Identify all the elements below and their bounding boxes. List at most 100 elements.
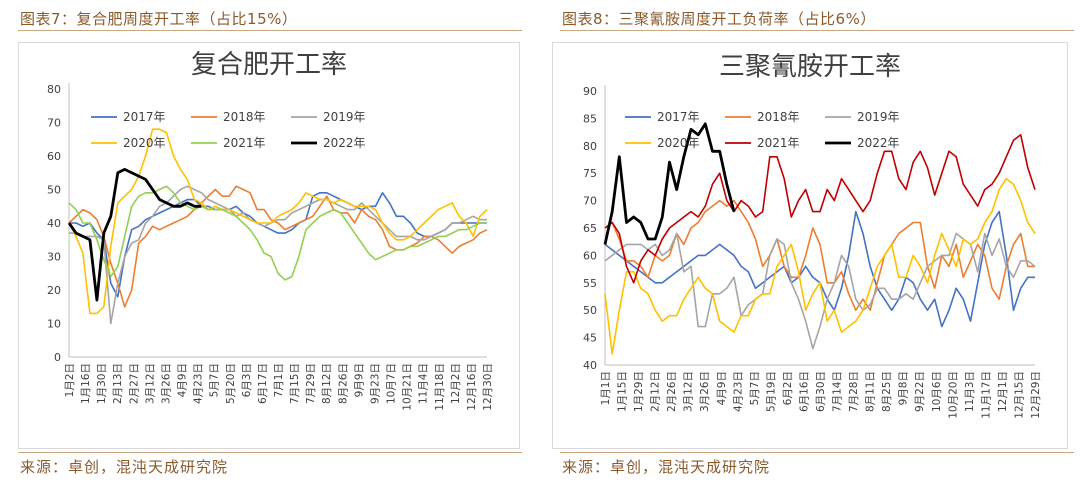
x-tick-label: 12月29日 (1030, 371, 1042, 419)
legend-label: 2020年 (123, 136, 166, 150)
x-tick-label: 8月26日 (337, 363, 349, 404)
x-tick-label: 4月9日 (716, 371, 728, 405)
x-tick-label: 11月17日 (980, 371, 992, 419)
x-tick-label: 5月7日 (749, 371, 761, 405)
legend-label: 2021年 (223, 136, 266, 150)
x-tick-label: 3月26日 (160, 363, 172, 404)
source-note: 来源：卓创，混沌天成研究院 (562, 458, 771, 476)
x-tick-label: 11月3日 (964, 371, 976, 412)
y-tick-label: 40 (47, 217, 61, 230)
footer-divider (560, 452, 1074, 453)
x-tick-label: 1月15日 (617, 371, 629, 412)
footer-divider (18, 452, 522, 453)
figure-header: 图表8：三聚氰胺周度开工负荷率（占比6%） (562, 10, 876, 28)
x-tick-label: 12月1日 (997, 371, 1009, 412)
y-tick-label: 50 (47, 184, 61, 197)
x-tick-label: 8月11日 (865, 371, 877, 412)
x-tick-label: 10月7日 (386, 363, 398, 404)
x-tick-label: 6月2日 (782, 371, 794, 405)
y-tick-label: 70 (47, 117, 61, 130)
x-tick-label: 7月29日 (305, 363, 317, 404)
x-tick-label: 6月16日 (798, 371, 810, 412)
legend-label: 2020年 (657, 136, 700, 150)
x-tick-label: 9月8日 (898, 371, 910, 405)
y-tick-label: 70 (583, 195, 597, 208)
compound-fertilizer-chart: 复合肥开工率 0 10 20 30 40 50 60 70 80 1月2日 1月16日 1月30日 2月1… (47, 50, 494, 411)
x-tick-label: 12月2日 (450, 363, 462, 404)
x-tick-label: 8月12日 (321, 363, 333, 404)
x-tick-label: 7月1日 (273, 363, 285, 397)
x-tick-label: 10月6日 (931, 371, 943, 412)
x-tick-label: 11月4日 (418, 363, 430, 404)
x-tick-label: 2月26日 (666, 371, 678, 412)
series-line-2018年 (68, 185, 488, 308)
series-line-2017年 (69, 192, 487, 298)
x-tick-label: 11月18日 (434, 363, 446, 411)
legend-label: 2018年 (757, 110, 800, 124)
series-line-2018年 (604, 199, 1035, 311)
y-tick-label: 60 (47, 150, 61, 163)
x-tick-label: 9月22日 (914, 371, 926, 412)
x-tick-label: 1月16日 (80, 363, 92, 404)
panel-compound-fertilizer: 图表7：复合肥周度开工率（占比15%） 复合肥开工率 0 10 20 30 40 50 60 7… (0, 0, 528, 488)
legend-label: 2017年 (657, 110, 700, 124)
x-tick-label: 1月29日 (633, 371, 645, 412)
y-tick-label: 45 (583, 332, 597, 345)
legend-label: 2022年 (323, 136, 366, 150)
legend-label: 2022年 (857, 136, 900, 150)
x-tick-label: 3月26日 (699, 371, 711, 412)
header-divider (560, 30, 1074, 31)
x-tick-label: 7月15日 (289, 363, 301, 404)
y-tick-label: 0 (54, 351, 61, 364)
series-line-2021年 (604, 134, 1036, 284)
legend-label: 2021年 (757, 136, 800, 150)
legend-label: 2017年 (123, 110, 166, 124)
x-tick-label: 10月20日 (947, 371, 959, 419)
x-tick-label: 1月2日 (64, 363, 76, 397)
y-tick-label: 30 (47, 251, 61, 264)
chart-frame: 三聚氰胺开工率 40 45 50 55 60 65 70 75 80 85 90 1月1日 1月15日 1月… (552, 42, 1068, 449)
x-tick-label: 8月25日 (881, 371, 893, 412)
x-tick-label: 6月30日 (815, 371, 827, 412)
y-tick-label: 60 (583, 249, 597, 262)
x-tick-label: 1月1日 (600, 371, 612, 405)
y-tick-label: 20 (47, 284, 61, 297)
x-tick-label: 9月23日 (369, 363, 381, 404)
y-tick-label: 40 (583, 359, 597, 372)
y-tick-label: 80 (583, 140, 597, 153)
y-tick-label: 55 (583, 277, 597, 290)
y-tick-label: 85 (583, 112, 597, 125)
x-tick-label: 6月3日 (241, 363, 253, 397)
legend-label: 2018年 (223, 110, 266, 124)
series-line-2022年 (603, 122, 736, 245)
chart-title: 三聚氰胺开工率 (719, 52, 901, 82)
x-tick-label: 12月16日 (466, 363, 478, 411)
x-tick-label: 5月7日 (209, 363, 221, 397)
chart-frame: 复合肥开工率 0 10 20 30 40 50 60 70 80 1月2日 1月16日 1月30日 2月1… (18, 42, 520, 449)
chart-title: 复合肥开工率 (191, 50, 347, 80)
series-line-2022年 (67, 168, 202, 302)
x-tick-label: 9月9日 (353, 363, 365, 397)
series-line-2020年 (604, 177, 1036, 355)
legend-label: 2019年 (857, 110, 900, 124)
x-tick-label: 5月19日 (765, 371, 777, 412)
y-tick-label: 50 (583, 304, 597, 317)
panel-melamine: 图表8：三聚氰胺周度开工负荷率（占比6%） 三聚氰胺开工率 40 45 50 55 60 6… (542, 0, 1080, 488)
series-line-2019年 (69, 185, 487, 325)
x-tick-label: 12月30日 (482, 363, 494, 411)
y-tick-label: 65 (583, 222, 597, 235)
source-note: 来源：卓创，混沌天成研究院 (20, 458, 229, 476)
x-tick-label: 4月23日 (193, 363, 205, 404)
y-tick-label: 90 (583, 85, 597, 98)
melamine-chart: 三聚氰胺开工率 40 45 50 55 60 65 70 75 80 85 90 1月1日 1月15日 1月… (583, 52, 1042, 419)
x-tick-label: 7月28日 (848, 371, 860, 412)
x-tick-label: 5月20日 (225, 363, 237, 404)
x-tick-label: 6月17日 (257, 363, 269, 404)
x-tick-label: 2月12日 (650, 371, 662, 412)
x-tick-label: 4月9日 (177, 363, 189, 397)
y-tick-label: 10 (47, 318, 61, 331)
figure-header: 图表7：复合肥周度开工率（占比15%） (20, 10, 298, 28)
x-tick-label: 7月14日 (832, 371, 844, 412)
x-tick-label: 4月23日 (732, 371, 744, 412)
x-tick-label: 2月27日 (128, 363, 140, 404)
